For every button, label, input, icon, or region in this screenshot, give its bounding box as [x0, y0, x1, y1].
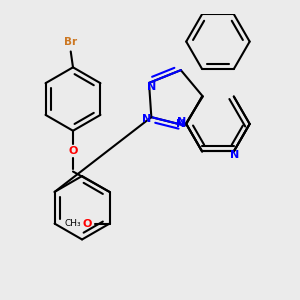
Text: N: N — [176, 119, 185, 129]
Text: N: N — [230, 150, 240, 160]
Text: O: O — [82, 219, 92, 229]
Text: N: N — [142, 114, 152, 124]
Text: N: N — [147, 82, 156, 92]
Text: Br: Br — [64, 38, 77, 47]
Text: CH₃: CH₃ — [65, 219, 82, 228]
Text: N: N — [177, 117, 186, 127]
Text: O: O — [68, 146, 78, 156]
